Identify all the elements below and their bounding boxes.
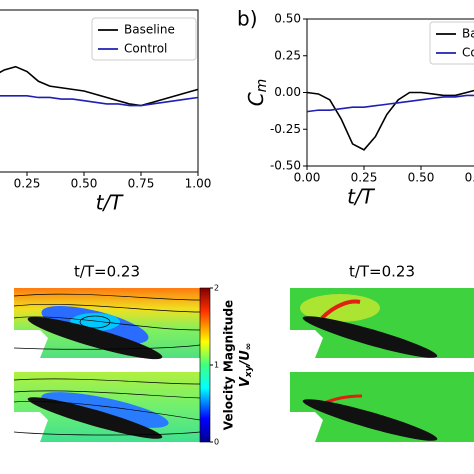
y-tick-label: 0.25 [274, 48, 301, 62]
panel-label: b) [237, 7, 258, 31]
colorbar-label: Velocity Magnitude [222, 300, 236, 430]
y-axis-label-sub: m [254, 79, 270, 93]
y-tick-label: -0.50 [270, 159, 301, 173]
panel-title: t/T=0.23 [74, 263, 140, 281]
legend-label: Control [462, 46, 474, 60]
x-tick-label: 0.00 [294, 171, 321, 185]
flow-panel [13, 288, 201, 360]
legend-label: Baseline [124, 23, 175, 37]
axes-frame [306, 18, 474, 167]
series-line [306, 89, 474, 151]
x-tick-label: 1.00 [185, 177, 212, 191]
colorbar-sublabel: Vxy/U∞ [238, 343, 254, 388]
series-line [0, 95, 199, 107]
y-tick-label: 0.50 [274, 12, 301, 26]
y-tick-label: 0.00 [274, 85, 301, 99]
y-axis-label-main: C [244, 92, 268, 106]
x-tick-label: 0.25 [351, 171, 378, 185]
flow-panel [13, 372, 201, 442]
colorbar-tick-label: 2 [214, 284, 219, 293]
series-line [0, 65, 199, 107]
colorbar [199, 287, 211, 443]
legend-label: Control [124, 42, 167, 56]
colorbar-tick-label: 0 [214, 438, 219, 447]
flow-panel [290, 288, 474, 358]
x-tick-label: 0.50 [408, 171, 435, 185]
series-line [306, 94, 474, 113]
x-axis-label: t/T [347, 185, 376, 209]
flow-panel [290, 372, 474, 442]
x-axis-label: t/T [96, 191, 125, 215]
y-tick-label: -0.25 [270, 122, 301, 136]
panel-title: t/T=0.23 [349, 263, 415, 281]
x-tick-label: 0.50 [71, 177, 98, 191]
colorbar-tick-label: 1 [214, 361, 219, 370]
x-tick-label: 0.75 [128, 177, 155, 191]
y-axis-label: Cm [244, 79, 271, 107]
x-tick-label: 0.75 [465, 171, 474, 185]
legend-label: Baseline [462, 27, 474, 41]
x-tick-label: 0.25 [14, 177, 41, 191]
